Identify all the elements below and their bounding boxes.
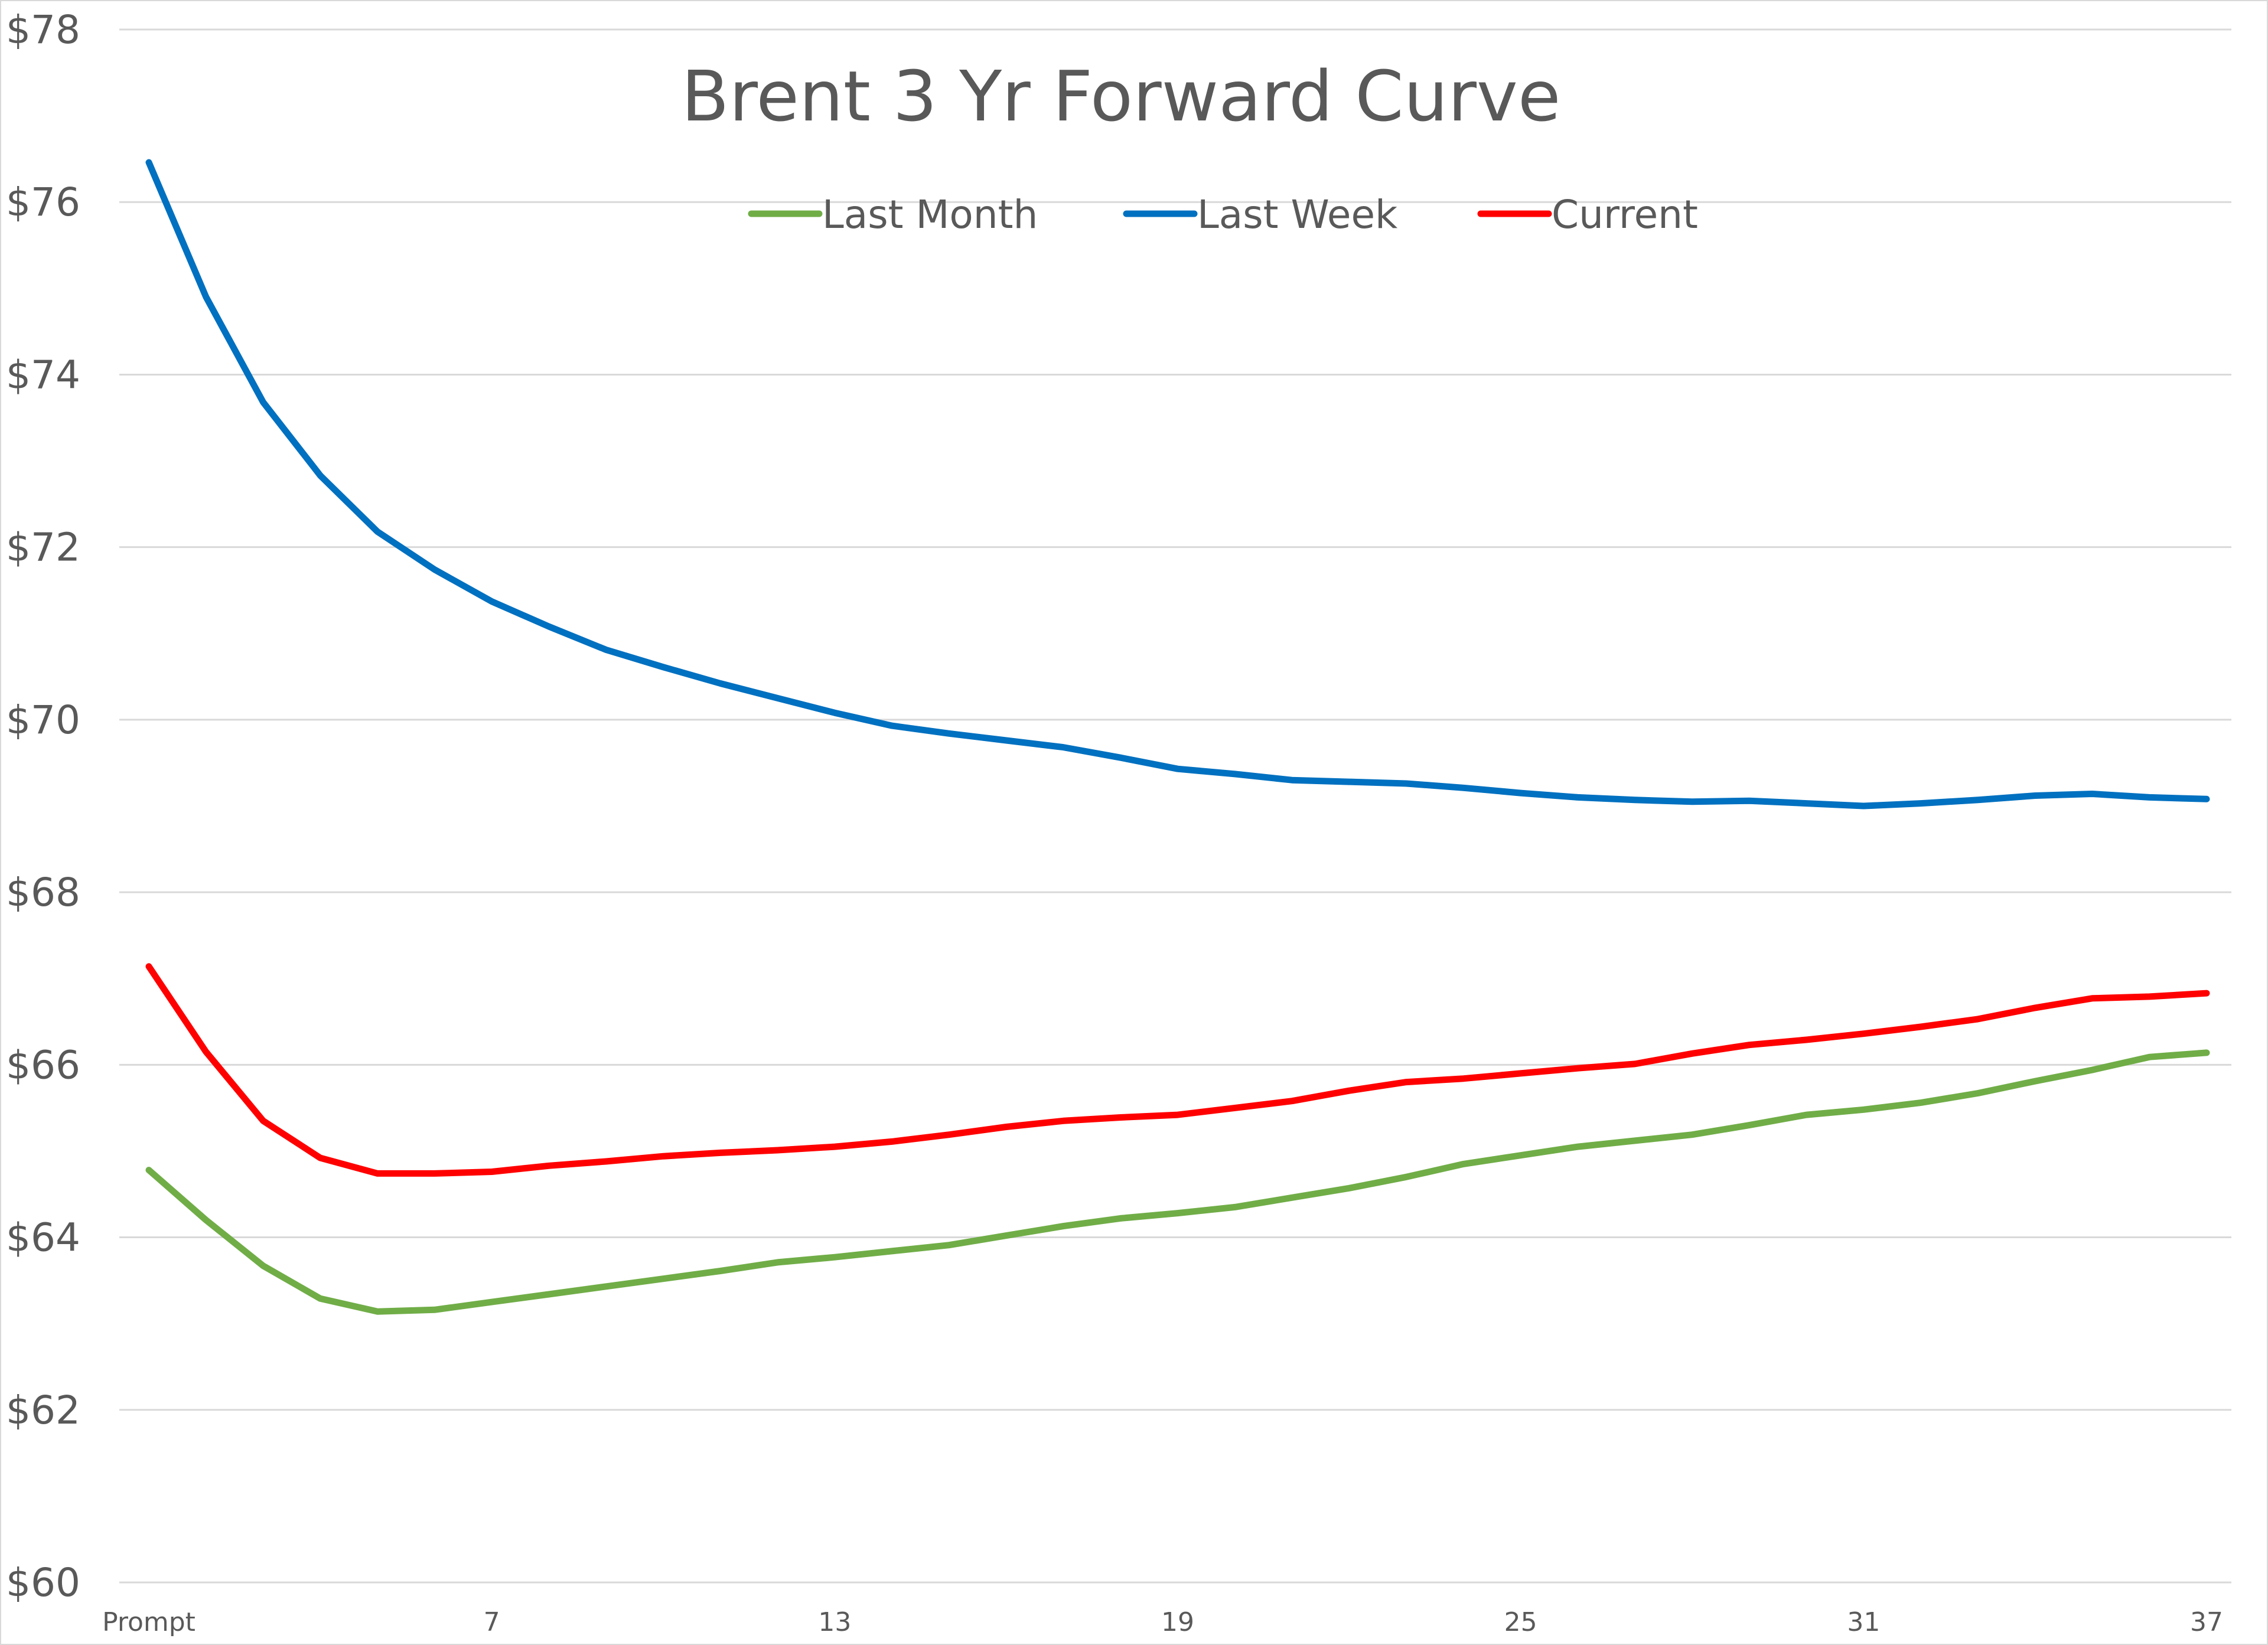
series-lines — [145, 159, 2210, 1315]
x-tick-label: 31 — [1847, 1607, 1880, 1637]
series-line-last-month — [145, 1049, 2210, 1315]
y-tick-label: $70 — [6, 697, 80, 743]
y-axis-tick-labels: $60 $62 $64 $66 $68 $70 $72 $74 $76 $78 — [6, 7, 80, 1605]
x-tick-label: 13 — [818, 1607, 851, 1637]
y-tick-label: $64 — [6, 1215, 80, 1261]
x-tick-label: 37 — [2190, 1607, 2223, 1637]
y-tick-label: $62 — [6, 1388, 80, 1433]
y-tick-label: $72 — [6, 525, 80, 570]
x-axis-tick-labels: Prompt 7 13 19 25 31 37 — [102, 1607, 2223, 1637]
legend: Last Month Last Week Current — [748, 192, 1698, 237]
legend-label-current: Current — [1552, 192, 1698, 237]
y-tick-label: $78 — [6, 7, 80, 53]
x-tick-label: Prompt — [102, 1607, 195, 1637]
legend-label-last-week: Last Week — [1197, 192, 1398, 237]
legend-label-last-month: Last Month — [822, 192, 1038, 237]
series-line-current — [145, 963, 2210, 1177]
y-tick-label: $76 — [6, 179, 80, 225]
x-tick-label: 19 — [1161, 1607, 1194, 1637]
y-tick-label: $68 — [6, 870, 80, 915]
y-tick-label: $66 — [6, 1042, 80, 1088]
y-tick-label: $74 — [6, 352, 80, 397]
y-tick-label: $60 — [6, 1560, 80, 1605]
gridlines — [119, 28, 2231, 1584]
x-tick-label: 25 — [1504, 1607, 1537, 1637]
chart-title: Brent 3 Yr Forward Curve — [682, 56, 1561, 137]
series-line-last-week — [145, 159, 2210, 810]
x-tick-label: 7 — [484, 1607, 500, 1637]
